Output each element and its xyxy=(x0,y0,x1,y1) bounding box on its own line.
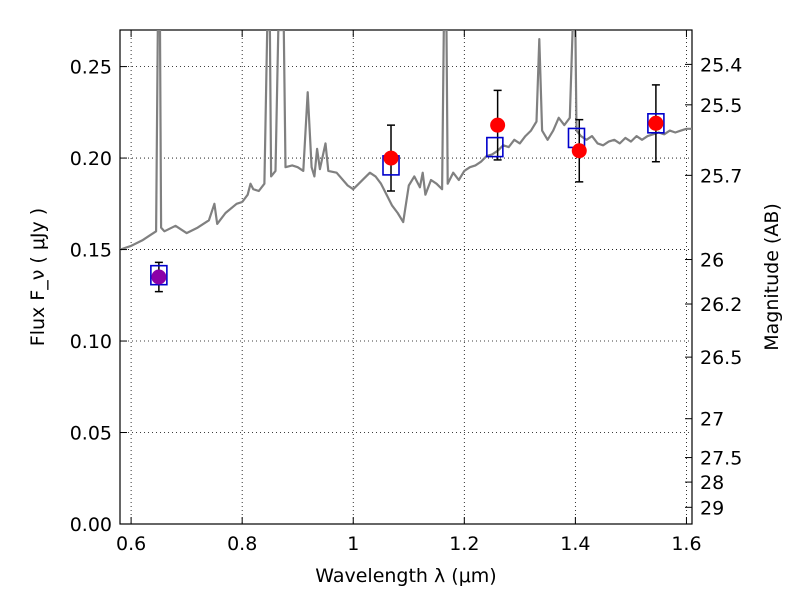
grid xyxy=(120,30,692,525)
y-tick-label: 0.15 xyxy=(70,240,112,262)
y-tick-label: 0.10 xyxy=(70,331,112,353)
y-tick-label: 0.00 xyxy=(70,514,112,536)
x-tick-label: 1 xyxy=(347,533,359,555)
y2-tick-label: 26 xyxy=(700,250,724,272)
photometry-point xyxy=(648,115,664,131)
photometry-point xyxy=(383,150,399,166)
y-axis-label: Flux F_ν ( μJy ) xyxy=(27,208,49,346)
spectrum-line xyxy=(120,30,692,251)
model-square-marker xyxy=(150,264,168,286)
y2-tick-label: 29 xyxy=(700,497,724,519)
photometry-point xyxy=(571,143,587,159)
points-layer xyxy=(150,84,665,293)
y-tick-label: 0.05 xyxy=(70,423,112,445)
y2-tick-label: 27.5 xyxy=(700,448,742,470)
y2-tick-label: 25.4 xyxy=(700,54,742,76)
model-square-marker xyxy=(486,136,504,158)
y2-tick-label: 25.7 xyxy=(700,165,742,187)
x-tick-label: 1.6 xyxy=(671,533,701,555)
x-tick-label: 0.8 xyxy=(227,533,257,555)
spectrum-layer xyxy=(120,30,692,251)
x-axis-label: Wavelength λ (μm) xyxy=(315,565,496,587)
y-tick-label: 0.25 xyxy=(70,57,112,79)
x-tick-label: 0.6 xyxy=(116,533,146,555)
y2-tick-label: 26.5 xyxy=(700,347,742,369)
y-tick-label: 0.20 xyxy=(70,148,112,170)
y2-tick-label: 27 xyxy=(700,409,724,431)
y2-tick-label: 25.5 xyxy=(700,95,742,117)
y2-tick-label: 28 xyxy=(700,472,724,494)
ticks: 0.6 0.8 1 1.2 1.4 1.6 0.00 0.05 0.10 0.15 0.20 0.25… xyxy=(70,30,742,555)
plot-frame xyxy=(119,29,693,525)
photometry-point xyxy=(490,117,506,133)
x-tick-label: 1.4 xyxy=(560,533,590,555)
y2-axis-label: Magnitude (AB) xyxy=(761,203,783,351)
photometry-point xyxy=(151,269,167,285)
x-tick-label: 1.2 xyxy=(449,533,479,555)
model-square-marker xyxy=(647,113,665,134)
y2-tick-label: 26.2 xyxy=(700,294,742,316)
